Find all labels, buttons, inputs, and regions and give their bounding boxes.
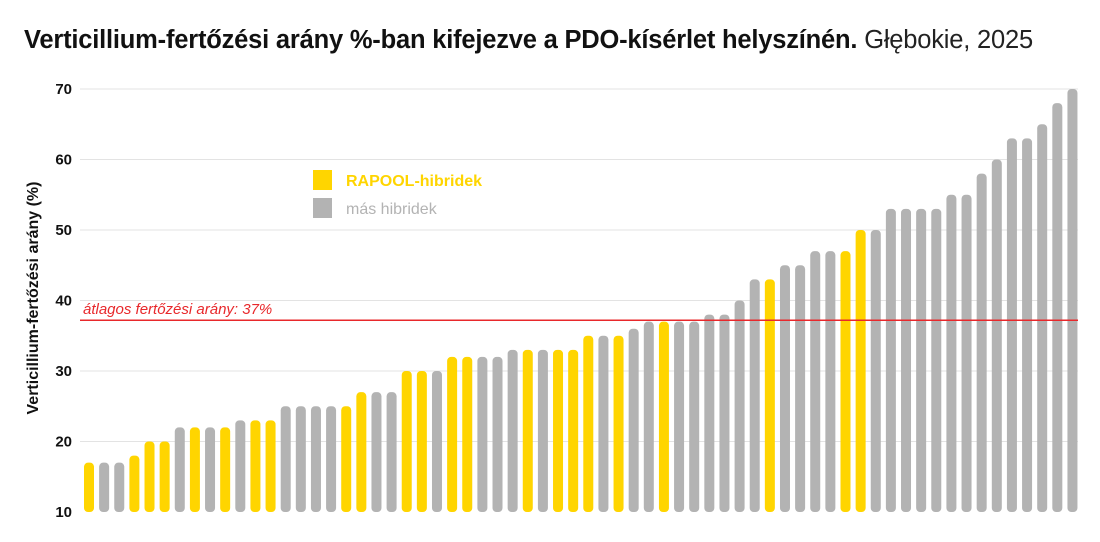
bar <box>568 349 579 512</box>
bar <box>326 406 337 512</box>
bar <box>174 427 185 512</box>
bar <box>779 265 790 512</box>
y-tick-label: 30 <box>55 363 72 380</box>
bar <box>628 328 639 512</box>
bar <box>447 356 458 512</box>
y-tick-label: 10 <box>55 504 72 521</box>
bar <box>719 314 730 512</box>
bar <box>507 349 518 512</box>
bar <box>613 335 624 512</box>
chart-title-main: Verticillium-fertőzési arány %-ban kifej… <box>24 26 858 54</box>
bar <box>356 392 367 512</box>
legend: RAPOOL-hibridek más hibridek <box>313 170 482 218</box>
bar <box>553 349 564 512</box>
bar <box>658 321 669 512</box>
bar <box>1037 124 1048 512</box>
bar <box>295 406 306 512</box>
bar <box>310 406 321 512</box>
bar <box>598 335 609 512</box>
bar <box>961 194 972 512</box>
bar <box>1067 89 1078 512</box>
bar <box>159 441 170 512</box>
bar <box>265 420 276 512</box>
bar <box>674 321 685 512</box>
bar <box>114 462 125 512</box>
legend-swatch <box>313 170 332 190</box>
average-line-label: átlagos fertőzési arány: 37% <box>83 301 272 318</box>
bar <box>492 356 503 512</box>
bar <box>916 208 927 512</box>
bar <box>1022 138 1033 512</box>
bar <box>1006 138 1017 512</box>
bar <box>144 441 155 512</box>
bar <box>855 230 866 512</box>
bar <box>84 462 94 512</box>
bar <box>734 300 745 512</box>
bar <box>1052 103 1063 512</box>
bar <box>825 251 836 512</box>
bar <box>689 321 700 512</box>
bar <box>401 371 412 512</box>
bar <box>537 349 548 512</box>
bar <box>280 406 291 512</box>
average-line-group: átlagos fertőzési arány: 37% <box>80 301 1078 322</box>
bar <box>749 279 760 512</box>
bar <box>129 455 140 512</box>
bar <box>643 321 654 512</box>
legend-swatch <box>313 198 332 218</box>
y-tick-label: 50 <box>55 222 72 239</box>
y-axis-title: Verticillium-fertőzési arány (%) <box>25 182 42 415</box>
bar <box>235 420 246 512</box>
bar <box>371 392 382 512</box>
chart-title: Verticillium-fertőzési arány %-ban kifej… <box>24 26 1033 55</box>
bar <box>976 173 987 512</box>
bar <box>189 427 200 512</box>
legend-label: RAPOOL-hibridek <box>346 173 482 190</box>
bar <box>250 420 261 512</box>
bar <box>764 279 775 512</box>
y-tick-label: 20 <box>55 434 72 451</box>
bar <box>416 371 427 512</box>
y-axis: 10 20 30 40 50 60 70 <box>55 81 72 521</box>
bar <box>840 251 851 512</box>
bar <box>583 335 594 512</box>
bar <box>885 208 896 512</box>
bar <box>946 194 957 512</box>
bar <box>341 406 352 512</box>
bar <box>810 251 821 512</box>
bar <box>931 208 942 512</box>
bar <box>795 265 806 512</box>
bar <box>901 208 912 512</box>
bar <box>220 427 231 512</box>
legend-label: más hibridek <box>346 201 438 218</box>
bar <box>99 462 110 512</box>
chart-title-location: Głębokie, 2025 <box>864 26 1033 54</box>
bar <box>870 230 881 512</box>
bar <box>522 349 533 512</box>
bar <box>386 392 397 512</box>
bar <box>431 371 442 512</box>
gridlines <box>80 88 1078 442</box>
bars <box>84 89 1078 512</box>
y-tick-label: 40 <box>55 293 72 310</box>
bar <box>704 314 715 512</box>
bar <box>462 356 473 512</box>
bar <box>205 427 216 512</box>
y-tick-label: 60 <box>55 152 72 169</box>
bar <box>991 159 1002 512</box>
y-tick-label: 70 <box>55 81 72 98</box>
bar <box>477 356 488 512</box>
